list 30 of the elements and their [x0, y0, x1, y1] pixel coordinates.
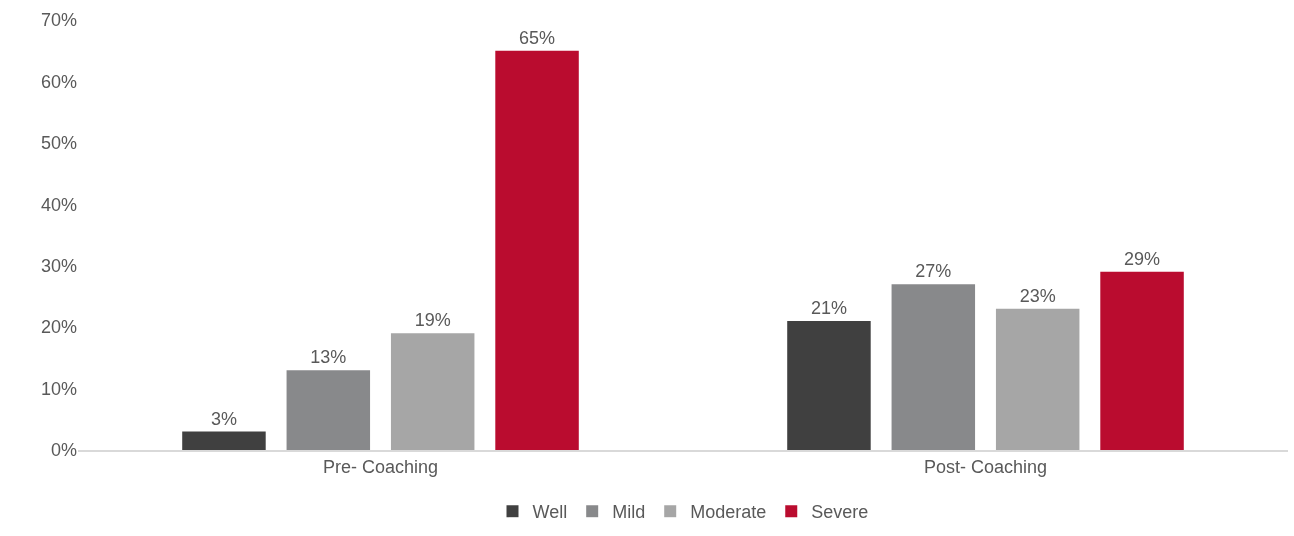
data-label: 29%: [1124, 248, 1161, 269]
y-tick-label: 0%: [50, 440, 77, 461]
y-tick-label: 50%: [40, 133, 77, 154]
legend-label: Mild: [612, 502, 646, 523]
bar: [182, 431, 266, 450]
y-tick-label: 40%: [40, 194, 77, 215]
bar: [286, 370, 371, 450]
data-label: 3%: [210, 408, 237, 429]
bar: [995, 308, 1080, 450]
y-tick-label: 20%: [40, 317, 77, 338]
legend-label: Severe: [811, 502, 869, 523]
data-label: 65%: [519, 27, 556, 48]
bar: [787, 321, 871, 450]
y-tick-label: 10%: [40, 378, 77, 399]
data-label: 23%: [1019, 285, 1056, 306]
data-label: 21%: [810, 298, 847, 318]
bar: [891, 284, 976, 450]
data-label: 19%: [414, 310, 451, 331]
bar: [495, 50, 579, 450]
y-tick-label: 60%: [40, 71, 77, 92]
data-label: 27%: [915, 261, 952, 282]
bar: [1100, 271, 1184, 450]
legend-label: Well: [532, 502, 568, 523]
bar: [390, 333, 475, 450]
legend-label: Moderate: [690, 502, 767, 523]
y-tick-label: 70%: [40, 10, 77, 31]
y-tick-label: 30%: [40, 256, 77, 277]
x-tick-label: Post- Coaching: [923, 457, 1048, 478]
data-label: 13%: [310, 347, 347, 368]
x-tick-label: Pre- Coaching: [322, 457, 439, 478]
